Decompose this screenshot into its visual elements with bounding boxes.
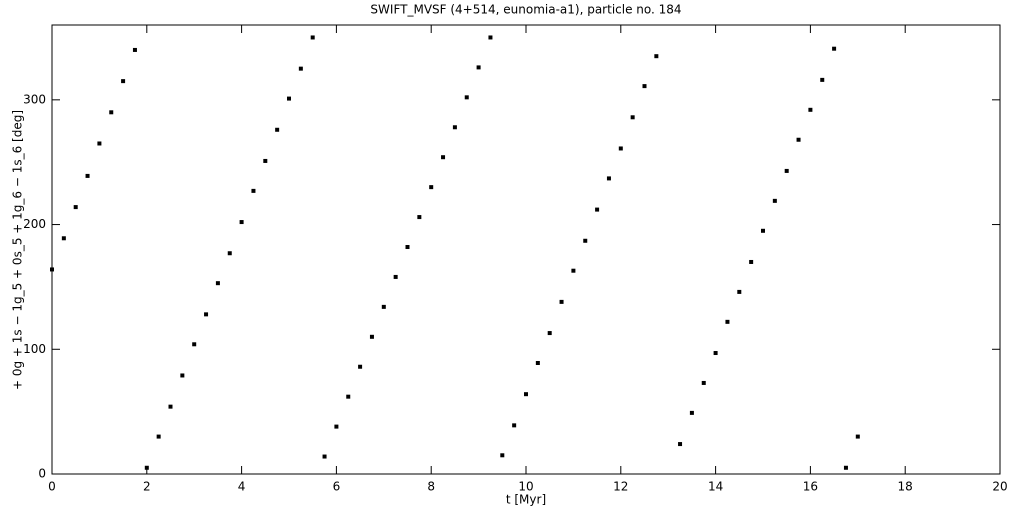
point	[820, 77, 825, 82]
point	[796, 137, 801, 142]
point	[855, 434, 860, 439]
point	[547, 331, 552, 336]
point	[50, 267, 54, 272]
point	[559, 299, 564, 304]
point	[97, 141, 102, 146]
point	[346, 394, 351, 399]
point	[109, 110, 114, 115]
point	[832, 46, 837, 51]
point	[417, 215, 422, 220]
point	[144, 465, 149, 470]
x-tick-label: 10	[518, 480, 533, 494]
point	[452, 125, 457, 130]
point	[263, 158, 268, 163]
point	[808, 107, 813, 112]
point	[393, 274, 398, 279]
y-tick-label: 0	[38, 467, 46, 481]
point	[701, 380, 706, 385]
point	[642, 84, 647, 89]
point	[843, 465, 848, 470]
point	[121, 79, 126, 84]
point	[749, 259, 754, 264]
point	[310, 35, 315, 40]
x-tick-label: 20	[992, 480, 1007, 494]
y-axis-label: + 0g + 1s − 1g_5 + 0s_5 + 1g_6 − 1s_6 [d…	[11, 110, 25, 390]
point	[275, 127, 280, 132]
point	[429, 185, 434, 190]
x-tick-label: 0	[48, 480, 56, 494]
point	[476, 65, 481, 70]
x-tick-label: 16	[803, 480, 818, 494]
point	[239, 220, 244, 225]
point	[334, 424, 339, 429]
point	[322, 454, 327, 459]
point	[654, 54, 659, 59]
point	[630, 115, 635, 120]
point	[369, 334, 374, 339]
point	[512, 423, 517, 428]
point	[618, 146, 623, 151]
point	[464, 95, 469, 100]
y-tick-label: 300	[23, 92, 46, 106]
point	[180, 373, 185, 378]
point	[405, 245, 410, 250]
point	[358, 364, 363, 369]
point	[761, 228, 765, 233]
point	[61, 236, 66, 241]
point	[500, 453, 505, 458]
chart-title: SWIFT_MVSF (4+514, eunomia-a1), particle…	[370, 3, 681, 17]
point	[132, 47, 137, 52]
point	[168, 404, 173, 409]
x-tick-label: 8	[427, 480, 435, 494]
point	[689, 410, 694, 415]
point	[156, 434, 161, 439]
point	[784, 168, 789, 173]
x-tick-label: 14	[708, 480, 723, 494]
point	[192, 342, 197, 347]
x-axis-label: t [Myr]	[506, 493, 546, 507]
point	[524, 392, 528, 397]
point	[298, 66, 303, 71]
point	[204, 312, 209, 317]
y-tick-label: 200	[23, 217, 46, 231]
x-tick-label: 2	[143, 480, 151, 494]
point	[678, 442, 683, 447]
point	[772, 198, 777, 203]
plot-frame	[51, 24, 1001, 475]
point	[488, 35, 493, 40]
x-tick-label: 12	[613, 480, 628, 494]
point	[85, 173, 90, 178]
point	[713, 351, 718, 356]
point	[215, 281, 220, 286]
point	[583, 238, 588, 243]
point	[441, 155, 446, 160]
point	[725, 319, 730, 324]
point	[73, 205, 78, 210]
point	[381, 304, 386, 309]
point	[606, 176, 611, 181]
point	[251, 188, 256, 193]
x-tick-label: 4	[238, 480, 246, 494]
point	[737, 289, 742, 294]
point	[287, 96, 291, 101]
x-tick-label: 18	[898, 480, 913, 494]
point	[571, 268, 576, 273]
point	[227, 251, 232, 256]
y-tick-label: 100	[23, 342, 46, 356]
point	[535, 360, 540, 365]
point	[595, 207, 600, 212]
x-tick-label: 6	[333, 480, 341, 494]
